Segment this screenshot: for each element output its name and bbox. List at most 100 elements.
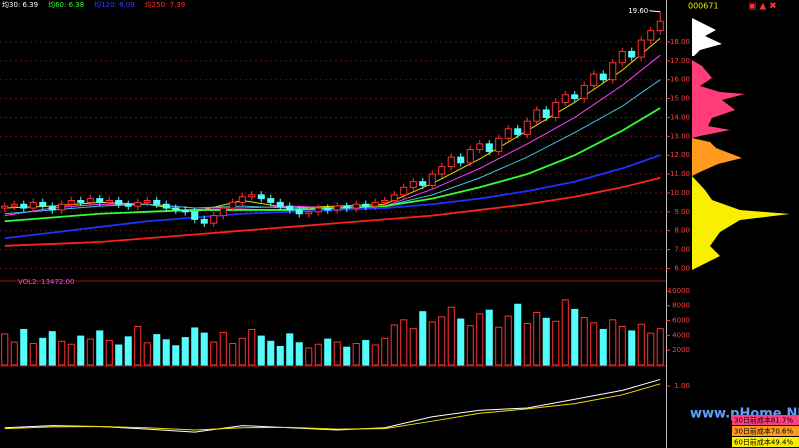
volume-bar (419, 311, 427, 366)
volume-bar (248, 328, 256, 366)
y-tick-label: 1.00 (674, 382, 690, 390)
candle-body (333, 205, 341, 211)
volume-bar (552, 320, 560, 366)
volume-bar (428, 321, 436, 366)
candle-body (200, 218, 208, 224)
y-tick-label: 8.00 (674, 227, 690, 235)
candle-body (390, 194, 398, 202)
y-tick-label: 15.00 (670, 95, 690, 103)
volume-bar (371, 344, 379, 366)
candle-body (466, 149, 474, 164)
toolbar-icons[interactable]: ▣ ▲ ✖ (748, 2, 777, 12)
cost-legend-text: 30日前成本70.6% (734, 427, 793, 436)
candle-body (210, 215, 218, 224)
y-tick-label: 14.00 (670, 113, 690, 121)
candle-body (647, 30, 655, 41)
candle-body (447, 156, 455, 168)
candle-body (58, 203, 66, 211)
volume-bar (124, 336, 132, 366)
volume-bar (77, 335, 85, 366)
volume-bar (599, 328, 607, 366)
candle-body (257, 194, 265, 200)
volume-bar (115, 344, 123, 366)
candle-body (419, 181, 427, 186)
y-tick-label: 17.00 (670, 57, 690, 65)
candle-body (381, 200, 389, 203)
candle-body (371, 201, 379, 207)
volume-bar (561, 299, 569, 366)
candle-body (571, 94, 579, 100)
y-tick-label: 11.00 (670, 170, 690, 178)
volume-bar (295, 342, 303, 366)
candle-body (599, 73, 607, 81)
candle-body (552, 101, 560, 118)
candle-body (248, 194, 256, 198)
candle-body (514, 128, 522, 135)
volume-bar (181, 337, 189, 366)
volume-bar (343, 346, 351, 366)
candle-body (609, 62, 617, 81)
indicator-line (4, 383, 661, 431)
y-tick-label: 8000 (672, 302, 690, 310)
candle-body (295, 209, 303, 215)
volume-bar (257, 335, 265, 366)
volume-bar (504, 315, 512, 366)
volume-bar (618, 325, 626, 366)
candle-body (428, 173, 436, 186)
volume-bar (67, 343, 75, 366)
candle-body (10, 203, 18, 207)
volume-bar (637, 323, 645, 366)
volume-bar (466, 325, 474, 366)
legend-entry: 均30: 6.39 (2, 0, 38, 9)
candle-body (105, 200, 113, 203)
peak-label: 19.60 (628, 7, 648, 15)
y-tick-label: 2000 (672, 346, 690, 354)
volume-bar (571, 308, 579, 366)
legend-entry: 均60: 6.38 (48, 0, 84, 9)
volume-bar (457, 318, 465, 366)
volume-bar (48, 331, 56, 366)
candle-body (457, 156, 465, 164)
volume-bar (533, 311, 541, 366)
candle-body (305, 211, 313, 215)
candle-body (115, 200, 123, 205)
candle-body (542, 109, 550, 118)
volume-bar (647, 332, 655, 366)
volume-bar (39, 337, 47, 366)
candle-body (362, 203, 370, 207)
volume-bar (143, 342, 151, 366)
volume-title: VOL2: 13472.00 (18, 278, 75, 286)
volume-bar (172, 345, 180, 366)
y-tick-label: 13.00 (670, 132, 690, 140)
volume-bar (200, 332, 208, 366)
volume-bar (362, 340, 370, 366)
candle-body (20, 203, 28, 209)
volume-bar (153, 334, 161, 366)
cost-legend-box (732, 415, 799, 425)
volume-bar (514, 303, 522, 366)
volume-bar (96, 330, 104, 366)
volume-bar (238, 337, 246, 366)
stock-code: 000671 (688, 2, 719, 11)
candle-body (238, 196, 246, 203)
candle-body (409, 181, 417, 188)
legend-entry: 均250: 7.39 (145, 0, 186, 9)
volume-bar (86, 338, 94, 366)
volume-bar (485, 309, 493, 366)
candle-body (533, 109, 541, 122)
candle-body (656, 20, 664, 32)
candle-body (181, 209, 189, 213)
volume-bar (542, 317, 550, 366)
volume-bar (58, 340, 66, 366)
candle-body (134, 201, 142, 207)
candle-body (400, 186, 408, 196)
volume-bar (305, 347, 313, 366)
volume-bar (580, 317, 588, 366)
volume-bar (590, 322, 598, 366)
volume-bar (438, 316, 446, 366)
y-tick-label: 7.00 (674, 246, 690, 254)
candle-body (495, 137, 503, 152)
candle-body (219, 207, 227, 217)
